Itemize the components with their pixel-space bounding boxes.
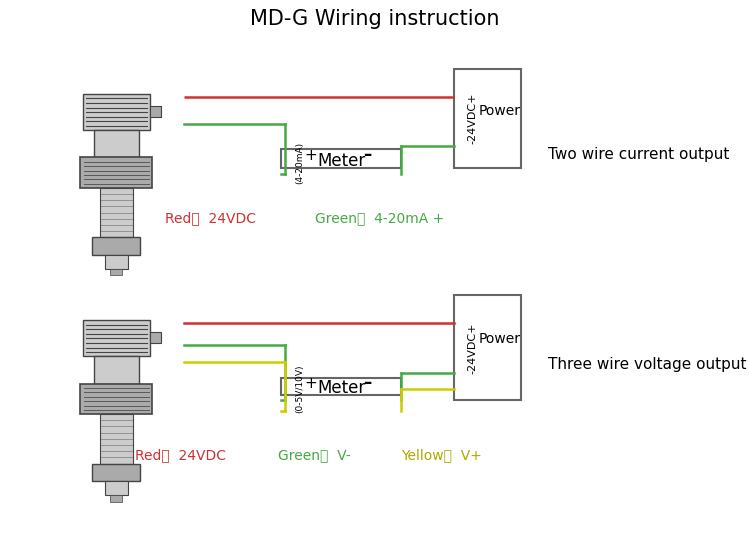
Bar	[80, 384, 152, 414]
Text: –: –	[364, 146, 372, 164]
Bar	[454, 69, 521, 168]
Text: Two wire current output: Two wire current output	[548, 147, 729, 162]
Bar	[454, 295, 521, 400]
Text: Three wire voltage output: Three wire voltage output	[548, 357, 746, 372]
Text: Green：  4-20mA +: Green： 4-20mA +	[315, 211, 444, 225]
Bar	[94, 130, 139, 157]
Text: -24VDC+: -24VDC+	[468, 93, 478, 145]
Bar	[281, 149, 401, 168]
Text: Red：  24VDC: Red： 24VDC	[135, 448, 226, 463]
Text: +: +	[304, 376, 318, 391]
Text: Green：  V-: Green： V-	[278, 448, 350, 463]
Bar	[100, 414, 133, 464]
Bar	[82, 94, 150, 130]
Text: (4-20mA): (4-20mA)	[295, 142, 304, 184]
Text: Yellow：  V+: Yellow： V+	[401, 448, 482, 463]
Bar	[150, 106, 161, 117]
Bar	[281, 378, 401, 395]
Bar	[150, 332, 161, 343]
Bar	[100, 188, 133, 237]
Bar	[92, 237, 140, 255]
Text: Power: Power	[478, 332, 520, 346]
Text: (0-5V/10V): (0-5V/10V)	[295, 365, 304, 413]
Bar	[105, 481, 128, 495]
Text: +: +	[304, 148, 318, 163]
Text: Meter: Meter	[317, 379, 365, 397]
Bar	[105, 255, 128, 269]
Text: -24VDC+: -24VDC+	[468, 322, 478, 374]
Text: Meter: Meter	[317, 152, 365, 170]
Bar	[110, 495, 122, 502]
Text: Red：  24VDC: Red： 24VDC	[165, 211, 256, 225]
Bar	[94, 356, 139, 384]
Bar	[82, 320, 150, 356]
Text: MD-G Wiring instruction: MD-G Wiring instruction	[251, 9, 500, 29]
Bar	[110, 269, 122, 275]
Bar	[80, 157, 152, 188]
Text: Power: Power	[478, 104, 520, 118]
Text: –: –	[364, 374, 372, 392]
Bar	[92, 464, 140, 481]
